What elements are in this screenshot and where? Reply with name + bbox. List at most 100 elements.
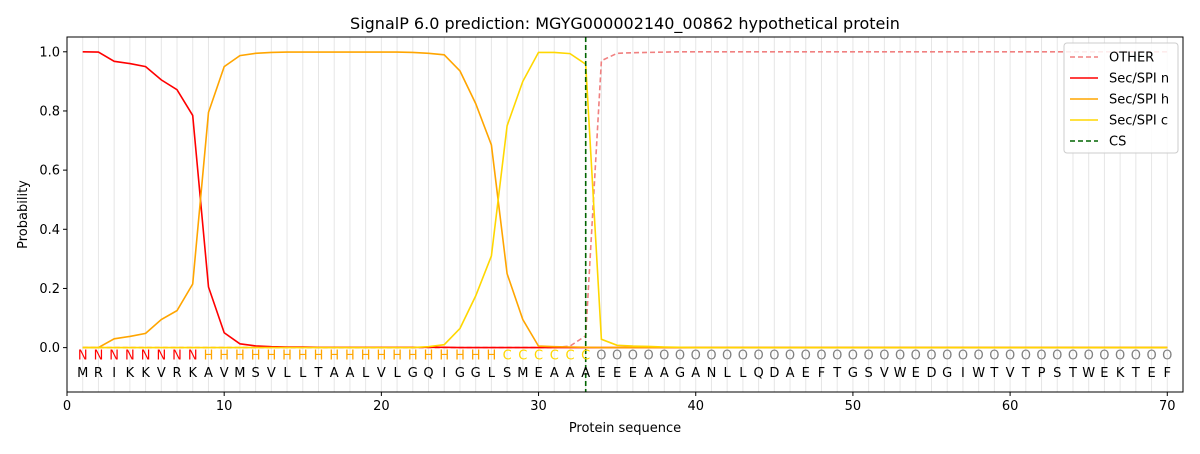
legend-label: Sec/SPI h (1109, 93, 1169, 108)
residue-label: E (802, 366, 810, 381)
y-tick-label: 0.6 (39, 164, 60, 179)
x-tick-label: 30 (530, 399, 547, 414)
residue-label: A (644, 366, 653, 381)
x-tick-label: 60 (1002, 399, 1019, 414)
residue-label: I (442, 366, 446, 381)
region-label: N (78, 348, 88, 363)
residue-label: A (204, 366, 213, 381)
series-line-sec-spi-c (82, 51, 1168, 349)
region-label: O (801, 348, 811, 363)
region-label: H (219, 348, 229, 363)
residue-label: T (1021, 366, 1030, 381)
residue-label: G (848, 366, 858, 381)
y-tick-label: 0.4 (39, 223, 60, 238)
residue-label: E (629, 366, 637, 381)
region-label: C (518, 348, 527, 363)
axis-layer: 0 10 20 30 40 50 60 70 0.0 0.2 0.4 0.6 0.8 1.0 (39, 45, 1175, 414)
residue-label: G (408, 366, 418, 381)
region-label: H (361, 348, 371, 363)
residue-label: G (455, 366, 465, 381)
region-label: H (408, 348, 418, 363)
region-label: O (895, 348, 905, 363)
residue-label: L (488, 366, 496, 381)
residue-label: R (94, 366, 103, 381)
residue-label: V (267, 366, 276, 381)
region-label: O (1036, 348, 1046, 363)
residue-label: L (393, 366, 401, 381)
residue-label: E (1100, 366, 1108, 381)
region-label: C (581, 348, 590, 363)
y-tick-label: 1.0 (39, 45, 60, 60)
legend-label: Sec/SPI n (1109, 72, 1169, 87)
region-label: H (424, 348, 434, 363)
residue-label: T (314, 366, 323, 381)
y-tick-label: 0.8 (39, 104, 60, 119)
residue-label: A (330, 366, 339, 381)
region-label: O (753, 348, 763, 363)
residue-label: D (769, 366, 779, 381)
residue-label: E (1147, 366, 1155, 381)
residue-label: F (1164, 366, 1171, 381)
region-label: O (1068, 348, 1078, 363)
region-label: O (1052, 348, 1062, 363)
region-label: O (738, 348, 748, 363)
region-label: C (550, 348, 559, 363)
region-label: N (125, 348, 135, 363)
residue-label: M (77, 366, 88, 381)
region-label: H (235, 348, 245, 363)
residue-label: T (1131, 366, 1140, 381)
chart-title: SignalP 6.0 prediction: MGYG000002140_00… (350, 14, 900, 34)
residue-label: R (173, 366, 182, 381)
legend-label: Sec/SPI c (1109, 114, 1168, 129)
region-label: O (864, 348, 874, 363)
residue-label: V (880, 366, 889, 381)
region-label: O (911, 348, 921, 363)
region-label: N (141, 348, 151, 363)
region-label: O (628, 348, 638, 363)
region-label: H (314, 348, 324, 363)
residue-label: S (1053, 366, 1061, 381)
region-label: H (439, 348, 449, 363)
region-label: H (345, 348, 355, 363)
residue-label: V (157, 366, 166, 381)
legend-frame (1063, 42, 1179, 154)
x-tick-label: 40 (687, 399, 704, 414)
residue-label: G (675, 366, 685, 381)
residue-label: K (1116, 366, 1125, 381)
legend-label: CS (1109, 135, 1126, 150)
residue-label: L (739, 366, 747, 381)
region-label: H (298, 348, 308, 363)
y-tick-label: 0.2 (39, 282, 60, 297)
residue-label: L (283, 366, 291, 381)
x-axis-label: Protein sequence (569, 421, 681, 436)
x-tick-label: 10 (216, 399, 233, 414)
region-label: O (848, 348, 858, 363)
region-label: N (188, 348, 198, 363)
residue-label: W (972, 366, 985, 381)
residue-label: M (234, 366, 245, 381)
region-label: O (1099, 348, 1109, 363)
residue-label: A (660, 366, 669, 381)
region-label: O (1162, 348, 1172, 363)
x-tick-label: 70 (1159, 399, 1176, 414)
region-label: O (659, 348, 669, 363)
region-label: O (785, 348, 795, 363)
sequence-labels: NMNRNINKNKNVNRNKHAHVHMHSHVHLHLHTHAHAHLHV… (77, 348, 1172, 381)
residue-label: N (707, 366, 717, 381)
residue-label: S (503, 366, 511, 381)
residue-label: S (251, 366, 259, 381)
residue-label: Q (753, 366, 763, 381)
residue-label: A (581, 366, 590, 381)
region-label: C (503, 348, 512, 363)
residue-label: V (1006, 366, 1015, 381)
region-label: H (392, 348, 402, 363)
region-label: O (1131, 348, 1141, 363)
region-label: O (722, 348, 732, 363)
region-label: C (534, 348, 543, 363)
plot-frame (66, 36, 1184, 393)
residue-label: A (550, 366, 559, 381)
residue-label: W (1082, 366, 1095, 381)
